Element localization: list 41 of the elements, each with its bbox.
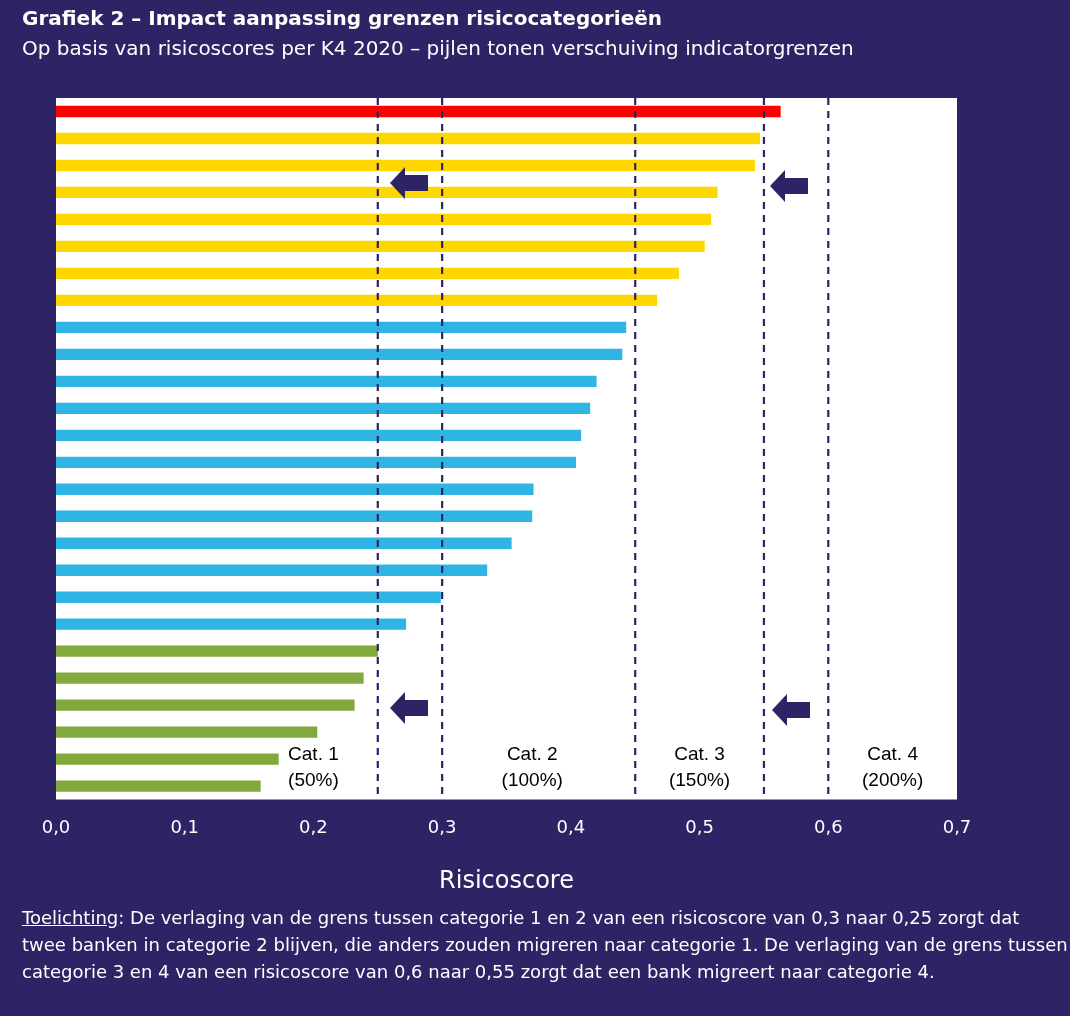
x-axis-title: Risicoscore — [439, 865, 574, 894]
bar — [56, 456, 577, 468]
bar — [56, 375, 597, 388]
bar — [56, 699, 355, 711]
bar — [56, 618, 407, 630]
bar — [56, 105, 781, 118]
x-tick-label: 0,1 — [170, 816, 200, 838]
bar — [56, 726, 318, 738]
x-tick-label: 0,0 — [41, 816, 71, 838]
bar — [56, 132, 761, 145]
x-tick-label: 0,7 — [942, 816, 972, 838]
bar — [56, 564, 488, 576]
bar — [56, 240, 705, 253]
bar — [56, 348, 623, 361]
bar — [56, 294, 658, 307]
x-tick-label: 0,6 — [813, 816, 843, 838]
bar — [56, 537, 512, 549]
bar — [56, 159, 755, 172]
bar — [56, 780, 261, 792]
bar — [56, 510, 533, 522]
bar — [56, 402, 591, 414]
bar — [56, 321, 627, 334]
x-tick-label: 0,5 — [685, 816, 714, 838]
annotation: Cat. 4 (200%) — [862, 742, 924, 790]
x-tick-label: 0,4 — [556, 816, 586, 838]
text: Toelichting: De verlaging van de grens tussen categorie 1 en 2 van een risicoscore van 0,3 naar 0,25 zorgt dat twee banken in categorie 2 blijven, die anders zouden migreren naar categorie 1. De verlaging van de grens tussen categorie 3 en 4 van een risicoscore van 0,6 naar 0,55 zorgt dat een bank migreert naar categorie 4. — [22, 906, 1068, 984]
bar — [56, 591, 441, 603]
annotation: Cat. 1 (50%) — [288, 742, 339, 790]
bar — [56, 213, 712, 226]
bar — [56, 429, 582, 441]
bar — [56, 483, 534, 495]
chart-title: Grafiek 2 – Impact aanpassing grenzen risicocategorieën — [22, 6, 663, 30]
bar — [56, 267, 679, 280]
bar — [56, 645, 378, 657]
bar — [56, 672, 364, 684]
bar — [56, 753, 279, 765]
x-tick-label: 0,3 — [427, 816, 457, 838]
x-tick-label: 0,2 — [299, 816, 328, 838]
chart-subtitle: Op basis van risicoscores per K4 2020 – pijlen tonen verschuiving indicatorgrenzen — [22, 36, 854, 60]
annotation: Cat. 2 (100%) — [501, 742, 563, 790]
annotation: Cat. 3 (150%) — [668, 742, 731, 790]
